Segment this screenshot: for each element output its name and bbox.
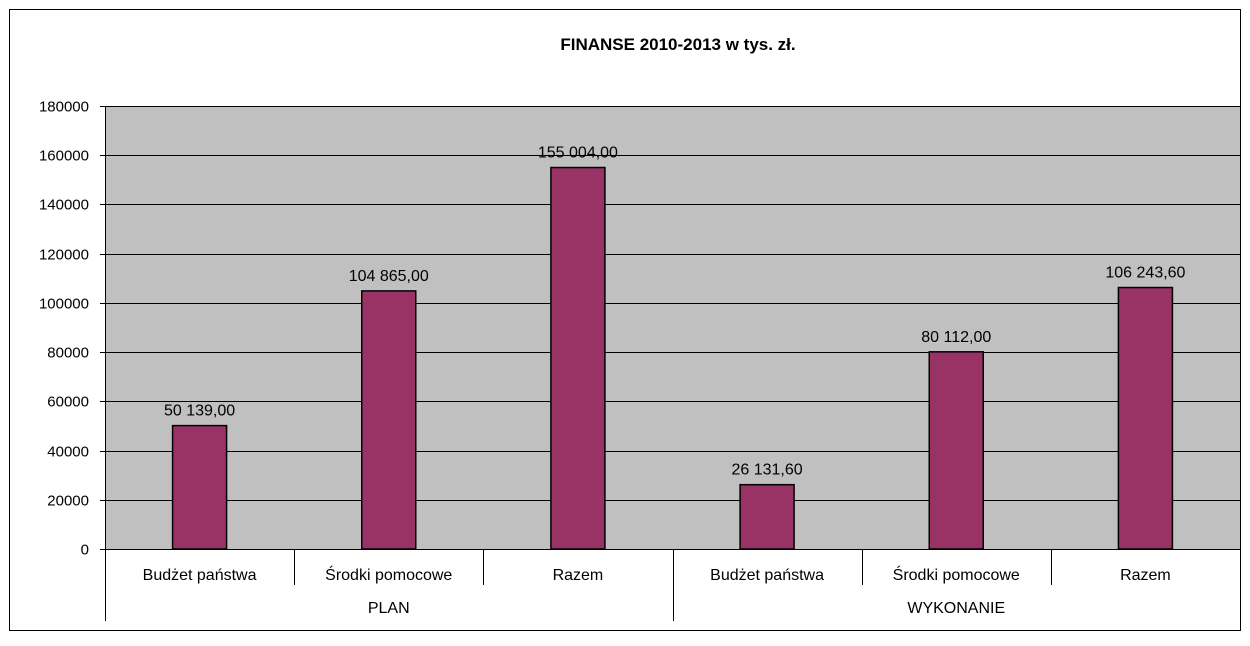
data-label: 106 243,60 [1105,265,1185,282]
chart-title: FINANSE 2010-2013 w tys. zł. [560,35,795,54]
y-tick-label: 60000 [47,394,89,411]
x-group-label: PLAN [368,600,410,617]
data-label: 104 865,00 [349,268,429,285]
y-tick-label: 20000 [47,493,89,510]
x-category-label: Budżet państwa [710,567,824,584]
y-tick-label: 100000 [39,296,89,313]
plot-area: 0 20000 40000 60000 80000 100000 120000 140000 1… [39,99,1240,622]
y-tick-label: 180000 [39,99,89,116]
y-tick-label: 0 [81,542,89,559]
x-category-label: Budżet państwa [143,567,257,584]
y-tick-label: 80000 [47,345,89,362]
y-tick-label: 140000 [39,197,89,214]
x-group-label: WYKONANIE [907,600,1005,617]
x-category-label: Środki pomocowe [325,565,452,584]
bar [740,485,794,549]
data-label: 155 004,00 [538,145,618,162]
data-label: 26 131,60 [731,462,802,479]
bar [551,168,605,549]
bar [929,352,983,549]
plot-background [105,106,1240,549]
y-tick-label: 160000 [39,148,89,165]
bar [362,291,416,549]
data-label: 50 139,00 [164,403,235,420]
x-category-label: Razem [1120,567,1171,584]
y-tick-label: 40000 [47,444,89,461]
x-category-label: Razem [553,567,604,584]
y-tick-label: 120000 [39,247,89,264]
x-category-label: Środki pomocowe [893,565,1020,584]
bar [173,426,227,549]
data-label: 80 112,00 [921,329,991,346]
bar [1118,288,1172,549]
